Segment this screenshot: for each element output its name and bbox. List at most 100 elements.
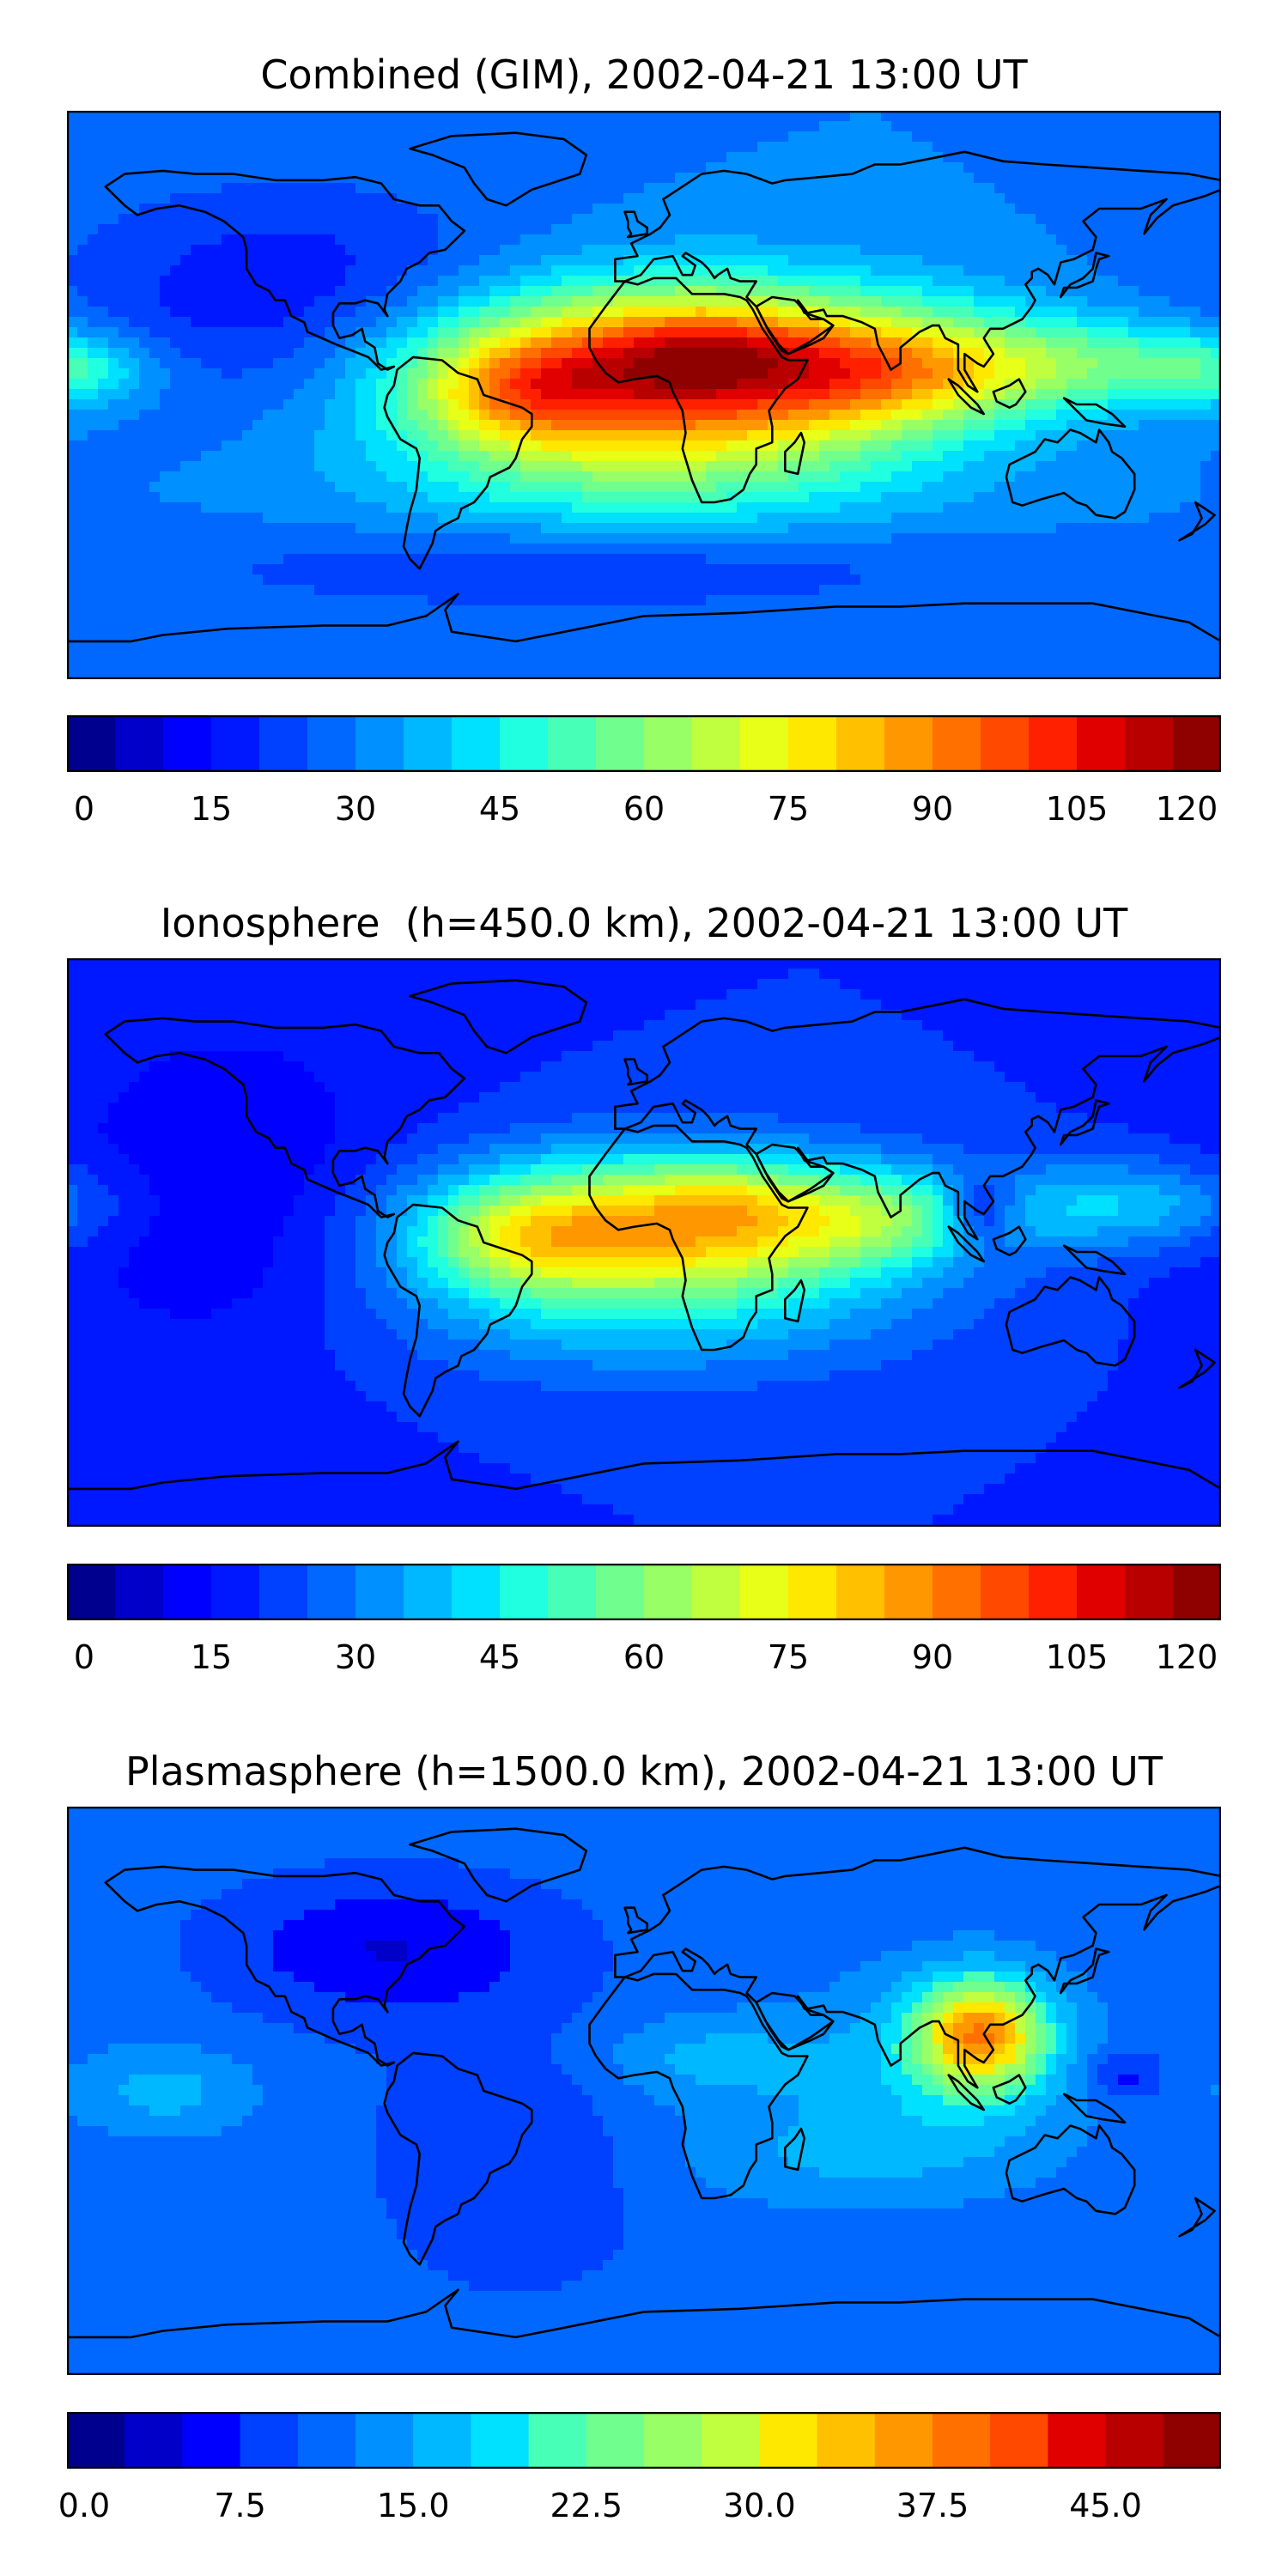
colorbar-tick-label: 60 (623, 1638, 665, 1676)
coastline-uk (623, 210, 648, 239)
coastlines (67, 979, 1221, 1491)
coastline-south-america (383, 355, 533, 570)
colorbar-segment (1048, 2412, 1107, 2469)
coastline-south-america (383, 2051, 533, 2266)
coastline-sumatra (947, 1225, 985, 1263)
coastline-south-america (383, 1203, 533, 1418)
colorbar-segment (836, 1564, 885, 1620)
colorbar-segment (67, 1564, 116, 1620)
coastline-arabia (755, 295, 835, 355)
coastline-japan (1060, 1099, 1110, 1146)
coastline-japan (1060, 252, 1110, 299)
colorbar-tick-label: 45 (478, 790, 521, 828)
coastline-antarctica (67, 592, 1221, 643)
coastline-antarctica (67, 1440, 1221, 1491)
colorbar-segment (740, 715, 789, 772)
panel-title-ionosphere: Ionosphere (h=450.0 km), 2002-04-21 13:0… (160, 900, 1128, 946)
colorbar-segment (1163, 2412, 1221, 2469)
panel-title-combined: Combined (GIM), 2002-04-21 13:00 UT (260, 52, 1028, 98)
colorbar-segment (163, 1564, 212, 1620)
colorbar-segment (404, 1564, 453, 1620)
colorbar-segment (452, 1564, 501, 1620)
coastline-eurasia (614, 998, 1221, 1241)
colorbar-segment (1029, 715, 1078, 772)
coastline-madagascar (784, 1279, 805, 1323)
colorbar-segment (644, 715, 693, 772)
coastlines (67, 131, 1221, 643)
coastline-greenland (409, 979, 588, 1054)
colorbar-segment (307, 715, 356, 772)
colorbar-segment (1125, 715, 1174, 772)
colorbar-segment (115, 715, 164, 772)
colorbar-tick-label: 37.5 (896, 2487, 969, 2524)
coastline-greenland (409, 1827, 588, 1903)
colorbar-tick-label: 15 (190, 1638, 233, 1676)
colorbar-segment (259, 715, 308, 772)
coastline-madagascar (784, 431, 805, 476)
colorbar-segment (355, 2412, 414, 2469)
colorbar-segment (981, 1564, 1030, 1620)
colorbar-tick-label: 105 (1045, 1638, 1109, 1676)
colorbar-tick-label: 45 (478, 1638, 521, 1676)
coastline-north-america (104, 169, 466, 371)
colorbar-segment (67, 2412, 125, 2469)
colorbar-segment (874, 2412, 933, 2469)
colorbar-tick-label: 120 (1155, 790, 1218, 828)
colorbar-segment (1125, 1564, 1174, 1620)
colorbar-ticks-plasmasphere: 0.0 7.5 15.0 22.5 30.0 37.5 45.0 (58, 2487, 1221, 2530)
colorbar-segment (884, 1564, 933, 1620)
coastline-africa (588, 276, 809, 504)
colorbar-tick-label: 105 (1045, 790, 1109, 828)
coastline-australia (1005, 428, 1136, 519)
colorbar-segment (115, 1564, 164, 1620)
map-plasmasphere (67, 1807, 1221, 2375)
colorbar-frame (67, 2412, 1221, 2469)
colorbar-tick-label: 0 (73, 790, 95, 828)
colorbar-tick-label: 75 (767, 1638, 810, 1676)
tec-field (67, 1807, 1221, 2375)
colorbar-segment (500, 1564, 549, 1620)
colorbar-segment (1077, 715, 1126, 772)
colorbar-segment (981, 715, 1030, 772)
colorbar-segment (586, 2412, 645, 2469)
coastline-africa (588, 1972, 809, 2200)
colorbar-tick-label: 15.0 (376, 2487, 450, 2524)
colorbar-segment (1105, 2412, 1164, 2469)
colorbar-segment (471, 2412, 530, 2469)
coastline-new-guinea (1062, 397, 1127, 428)
colorbar-ticks-ionosphere: 0 15 30 45 60 75 90 105 120 (67, 1638, 1221, 1681)
colorbar-tick-label: 75 (767, 790, 810, 828)
colorbar-combined (67, 715, 1221, 772)
coastline-arabia (755, 1143, 835, 1203)
colorbar-tick-label: 90 (911, 1638, 954, 1676)
colorbar-ticks-combined: 0 15 30 45 60 75 90 105 120 (67, 790, 1221, 833)
colorbar-segment (759, 2412, 818, 2469)
coastline-north-america (104, 1017, 466, 1218)
colorbar-segment (355, 715, 404, 772)
colorbar-segment (596, 1564, 645, 1620)
colorbar-tick-label: 0.0 (58, 2487, 111, 2524)
panel-title-plasmasphere: Plasmasphere (h=1500.0 km), 2002-04-21 1… (125, 1748, 1163, 1795)
coastline-antarctica (67, 2288, 1221, 2339)
colorbar-segment (307, 1564, 356, 1620)
colorbar-segment (182, 2412, 241, 2469)
coastline-borneo (992, 1225, 1027, 1256)
colorbar-segment (817, 2412, 876, 2469)
colorbar-segment (259, 1564, 308, 1620)
colorbar-segment (990, 2412, 1048, 2469)
coastline-new-guinea (1062, 1244, 1127, 1276)
coastline-north-america (104, 1865, 466, 2067)
colorbar-tick-label: 0 (73, 1638, 95, 1676)
coastline-madagascar (784, 2127, 805, 2172)
coastline-eurasia (614, 1846, 1221, 2089)
coastline-eurasia (614, 150, 1221, 393)
colorbar-segment (1029, 1564, 1078, 1620)
colorbar-segment (692, 1564, 741, 1620)
coastline-uk (623, 1058, 648, 1086)
coastline-new-zealand (1178, 501, 1216, 542)
map-frame (67, 958, 1221, 1527)
colorbar-segment (933, 1564, 981, 1620)
colorbar-segment (788, 1564, 837, 1620)
colorbar-segment (1173, 1564, 1221, 1620)
coastline-japan (1060, 1947, 1110, 1995)
